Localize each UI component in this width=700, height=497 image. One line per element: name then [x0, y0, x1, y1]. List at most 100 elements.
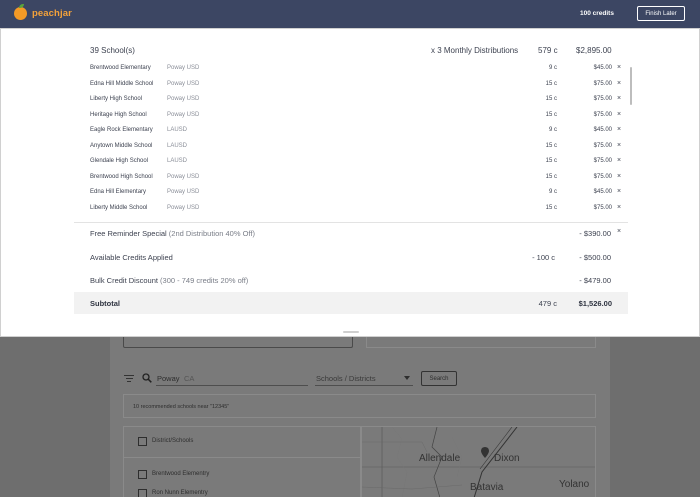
school-district: LAUSD	[167, 127, 188, 133]
school-district: LAUSD	[167, 142, 188, 149]
school-checkbox[interactable]	[138, 489, 147, 497]
school-name: Heritage High School	[90, 111, 147, 118]
credits-applied-label: Available Credits Applied	[90, 253, 173, 262]
school-district: LAUSD	[167, 158, 188, 164]
school-picker-list: District/Schools Brentwood Elementry Ron…	[123, 426, 361, 497]
remove-school-icon[interactable]: ×	[617, 126, 622, 133]
background-field-right	[366, 333, 596, 348]
bulk-discount-note: (300 - 749 credits 20% off)	[160, 276, 249, 285]
school-price: $75.00	[593, 173, 612, 180]
school-credits: 9 c	[548, 189, 557, 195]
selected-school-list[interactable]: Brentwood Elementary Poway USD 9 c $45.0…	[74, 62, 628, 219]
school-credits: 9 c	[548, 127, 557, 133]
list-item: Brentwood High School Poway USD 15 c $75…	[74, 171, 628, 186]
credits-applied-count: - 100 c	[532, 253, 555, 262]
search-button[interactable]: Search	[421, 371, 457, 386]
search-underline	[156, 385, 308, 386]
map-label: Yolano	[559, 479, 590, 490]
credits-applied-value: - $500.00	[579, 253, 611, 262]
map[interactable]: Allendale Dixon Batavia Yolano	[361, 426, 596, 497]
list-item: Eagle Rock Elementary LAUSD 9 c $45.00 ×	[74, 124, 628, 139]
subtotal-row: Subtotal 479 c $1,526.00	[74, 292, 628, 314]
search-state: CA	[184, 374, 195, 383]
school-credits: 9 c	[548, 65, 557, 71]
map-label: Allendale	[419, 453, 461, 464]
map-label: Dixon	[494, 453, 520, 464]
school-name: Brentwood Elementary	[90, 65, 151, 71]
summary-total: $2,895.00	[576, 46, 612, 55]
remove-school-icon[interactable]: ×	[617, 203, 622, 211]
school-credits: 15 c	[545, 111, 557, 118]
bulk-discount-title: Bulk Credit Discount	[90, 276, 158, 285]
search-icon	[142, 373, 152, 383]
remove-school-icon[interactable]: ×	[617, 172, 622, 180]
list-scrollbar[interactable]	[630, 67, 632, 105]
reminder-special-note: (2nd Distribution 40% Off)	[168, 229, 255, 238]
logo[interactable]: peachjar	[14, 4, 72, 20]
background-field-left	[123, 333, 353, 348]
bulk-discount-value: - $479.00	[579, 276, 611, 285]
credits-balance: 100 credits	[580, 10, 614, 17]
remove-school-icon[interactable]: ×	[617, 157, 622, 164]
remove-school-icon[interactable]: ×	[617, 110, 622, 118]
select-underline	[315, 385, 413, 386]
school-district: Poway USD	[167, 80, 200, 87]
school-name: Liberty High School	[90, 96, 143, 102]
school-price: $75.00	[593, 204, 612, 211]
search-input[interactable]: Poway	[157, 374, 180, 383]
school-checkbox[interactable]	[138, 470, 147, 479]
remove-reminder-icon[interactable]: ×	[617, 228, 622, 235]
list-item: Edna Hill Middle School Poway USD 15 c $…	[74, 78, 628, 93]
select-all-checkbox[interactable]	[138, 437, 147, 446]
school-price: $75.00	[593, 96, 612, 102]
school-price: $75.00	[593, 111, 612, 118]
brand-name: peachjar	[32, 8, 72, 19]
remove-school-icon[interactable]: ×	[617, 188, 622, 195]
list-item: Brentwood Elementry	[152, 471, 210, 477]
recommended-text: 10 recommended schools near "12345"	[123, 394, 596, 418]
reminder-special-label: Free Reminder Special (2nd Distribution …	[90, 229, 255, 238]
school-price: $45.00	[593, 189, 612, 195]
list-item: Ron Nunn Elementry	[152, 490, 208, 496]
list-item: Liberty Middle School Poway USD 15 c $75…	[74, 202, 628, 217]
school-price: $75.00	[593, 80, 612, 87]
school-price: $75.00	[593, 142, 612, 149]
list-item: Liberty High School Poway USD 15 c $75.0…	[74, 93, 628, 108]
school-name: Edna Hill Elementary	[90, 189, 147, 195]
type-select[interactable]: Schools / Districts	[316, 374, 376, 383]
finish-later-button[interactable]: Finish Later	[637, 6, 685, 21]
school-district: Poway USD	[167, 189, 200, 195]
list-item: Anytown Middle School LAUSD 15 c $75.00 …	[74, 140, 628, 155]
list-item: Edna Hill Elementary Poway USD 9 c $45.0…	[74, 186, 628, 201]
top-bar: peachjar 100 credits Finish Later	[0, 0, 700, 28]
school-district: Poway USD	[167, 173, 200, 180]
school-district: Poway USD	[167, 96, 200, 102]
school-name: Edna Hill Middle School	[90, 80, 154, 87]
map-label: Batavia	[470, 482, 504, 493]
filter-icon[interactable]	[124, 375, 134, 382]
remove-school-icon[interactable]: ×	[617, 95, 622, 102]
school-credits: 15 c	[545, 80, 557, 87]
school-count: 39 School(s)	[90, 46, 135, 55]
divider	[74, 222, 628, 223]
remove-school-icon[interactable]: ×	[617, 79, 622, 87]
map-pin-icon[interactable]	[481, 447, 489, 458]
subtotal-total: $1,526.00	[578, 299, 612, 308]
order-summary-panel: 39 School(s) x 3 Monthly Distributions 5…	[0, 28, 700, 337]
list-item: Brentwood Elementary Poway USD 9 c $45.0…	[74, 62, 628, 77]
school-name: Glendale High School	[90, 158, 149, 164]
remove-school-icon[interactable]: ×	[617, 64, 622, 71]
school-price: $45.00	[593, 65, 612, 71]
list-item: Glendale High School LAUSD 15 c $75.00 ×	[74, 155, 628, 170]
remove-school-icon[interactable]: ×	[617, 141, 622, 149]
summary-credits: 579 c	[538, 46, 558, 55]
school-credits: 15 c	[545, 142, 557, 149]
drag-handle[interactable]	[343, 331, 359, 333]
school-name: Liberty Middle School	[90, 204, 148, 211]
school-name: Brentwood High School	[90, 173, 153, 180]
chevron-down-icon[interactable]	[404, 376, 410, 380]
list-header-label: District/Schools	[152, 438, 194, 444]
school-price: $45.00	[593, 127, 612, 133]
school-district: Poway USD	[167, 111, 200, 118]
list-item: Heritage High School Poway USD 15 c $75.…	[74, 109, 628, 124]
